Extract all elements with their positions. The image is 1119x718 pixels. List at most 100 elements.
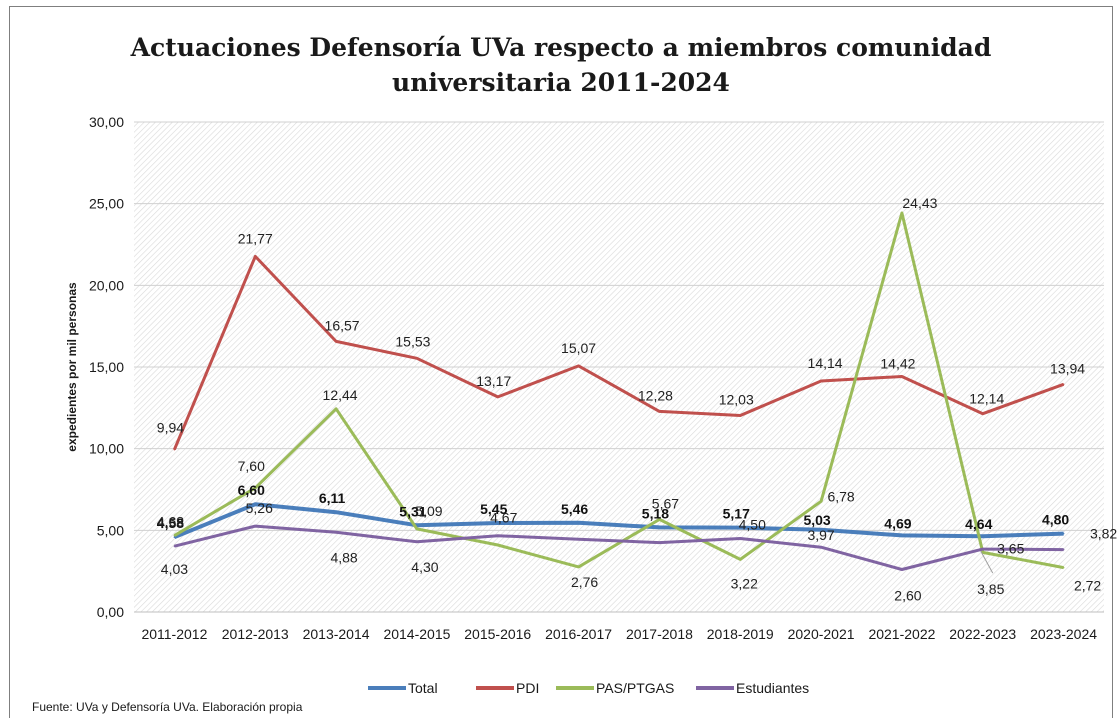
data-label: 6,11: [319, 490, 346, 506]
data-point: [739, 558, 742, 561]
data-label: 12,28: [638, 387, 673, 403]
data-point: [901, 568, 903, 571]
data-point: [1062, 383, 1065, 386]
legend-label-estudiantes: Estudiantes: [736, 680, 809, 696]
data-point: [658, 526, 661, 529]
x-tick-label: 2011-2012: [141, 626, 207, 642]
data-label: 4,69: [884, 515, 911, 531]
series-line-pas-ptgas: [173, 211, 1064, 570]
data-point: [901, 534, 903, 537]
data-point: [496, 534, 499, 537]
data-label: 24,43: [902, 195, 937, 211]
data-point: [577, 365, 580, 367]
data-label: 4,58: [157, 515, 184, 531]
y-tick-label: 25,00: [89, 196, 124, 212]
data-label: 21,77: [238, 230, 273, 246]
data-point: [254, 255, 257, 258]
label-leader-line: [980, 550, 994, 574]
series-line-pdi: [173, 254, 1065, 451]
data-label: 5,03: [803, 512, 830, 528]
y-tick-label: 5,00: [97, 522, 124, 538]
y-tick-label: 20,00: [89, 277, 124, 293]
data-label: 2,76: [571, 574, 598, 590]
data-label: 5,18: [642, 505, 669, 521]
series-line-estudiantes: [174, 524, 1064, 571]
source-note: Fuente: UVa y Defensoría UVa. Elaboració…: [32, 700, 303, 714]
series-lines: [173, 211, 1065, 571]
chart-title-line: universitaria 2011-2024: [392, 68, 730, 97]
data-label: 4,03: [161, 561, 188, 577]
data-point: [981, 548, 984, 550]
data-label: 14,42: [880, 355, 915, 371]
chart-frame: [9, 6, 1113, 718]
data-label: 4,30: [411, 559, 438, 575]
data-point: [335, 511, 337, 514]
data-point: [1062, 548, 1065, 551]
data-label: 14,14: [808, 355, 843, 371]
data-point: [981, 412, 984, 415]
x-tick-label: 2023-2024: [1030, 626, 1097, 642]
legend-label-total: Total: [408, 680, 438, 696]
y-tick-label: 0,00: [97, 604, 124, 620]
data-point: [173, 545, 176, 547]
data-label: 4,68: [157, 514, 184, 530]
y-tick-label: 10,00: [89, 441, 124, 457]
data-label: 3,97: [807, 527, 834, 543]
data-label: 7,60: [238, 458, 265, 474]
data-label: 16,57: [325, 317, 360, 333]
x-tick-label: 2017-2018: [626, 626, 693, 642]
data-label: 12,44: [323, 387, 358, 403]
legend-label-pas-ptgas: PAS/PTGAS: [596, 680, 674, 696]
legend: Total PDI PAS/PTGAS Estudiantes: [368, 680, 809, 696]
data-label: 5,26: [246, 500, 273, 516]
data-point: [577, 522, 580, 524]
data-point: [820, 546, 822, 548]
x-axis-ticks: 2011-2012 2012-2013 2013-2014 2014-2015 2015…: [141, 626, 1097, 642]
x-tick-label: 2014-2015: [383, 626, 450, 642]
data-label: 5,09: [415, 503, 442, 519]
x-tick-label: 2013-2014: [303, 626, 370, 642]
data-point: [739, 414, 742, 417]
x-tick-label: 2018-2019: [707, 626, 774, 642]
data-label: 3,22: [731, 575, 758, 591]
data-label: 2,60: [894, 588, 921, 604]
data-point: [335, 531, 337, 534]
legend-label-pdi: PDI: [516, 680, 539, 696]
data-label: 6,78: [827, 488, 854, 504]
data-label: 4,67: [490, 510, 517, 526]
data-point: [820, 500, 822, 503]
data-label: 4,64: [965, 516, 992, 532]
data-labels: 4,58 6,60 6,11 5,31 5,45 5,46 5,18 5,17 5,03 4,69…: [157, 195, 1118, 604]
data-label: 2,72: [1074, 578, 1101, 594]
data-point: [739, 537, 742, 540]
data-point: [1062, 532, 1065, 535]
data-label: 5,67: [652, 495, 679, 511]
data-point: [658, 541, 661, 544]
data-point: [254, 487, 257, 489]
data-point: [335, 408, 337, 410]
data-label: 3,65: [997, 540, 1024, 556]
x-tick-label: 2022-2023: [949, 626, 1016, 642]
data-label: 9,94: [157, 420, 184, 436]
data-point: [739, 526, 742, 529]
data-point: [820, 380, 822, 382]
data-point: [335, 340, 337, 343]
data-point: [496, 396, 499, 398]
data-point: [173, 536, 176, 538]
data-label: 13,17: [476, 373, 511, 389]
data-point: [416, 357, 418, 360]
data-label: 5,45: [480, 501, 507, 517]
data-point: [981, 535, 984, 538]
data-point: [496, 544, 499, 546]
data-point: [658, 410, 661, 413]
data-point: [901, 212, 903, 214]
data-point: [1062, 566, 1065, 569]
y-axis-label: expedientes por mil personas: [65, 282, 79, 452]
series-line-total: [173, 502, 1064, 540]
y-tick-label: 15,00: [89, 359, 124, 375]
chart-title: Actuaciones Defensoría UVa respecto a mi…: [130, 33, 992, 97]
data-label: 3,82: [1090, 526, 1117, 542]
x-tick-label: 2021-2022: [868, 626, 935, 642]
data-point: [901, 375, 903, 378]
